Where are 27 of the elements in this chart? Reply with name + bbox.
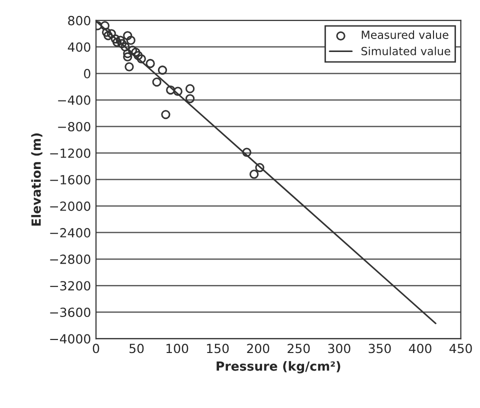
x-tick-label: 450 — [449, 344, 472, 354]
x-tick-label: 50 — [130, 344, 144, 354]
x-tick-label: 0 — [92, 344, 100, 354]
y-tick-label: −1200 — [50, 148, 90, 158]
x-tick-label: 150 — [207, 344, 229, 354]
x-tick-label: 400 — [408, 344, 432, 354]
x-tick-label: 250 — [288, 344, 310, 354]
x-tick-label: 300 — [328, 344, 350, 354]
y-tick-label: −2800 — [50, 254, 90, 264]
y-tick-label: 400 — [68, 42, 90, 52]
y-tick-label: 0 — [84, 68, 90, 78]
y-tick-label: −800 — [58, 122, 90, 132]
y-tick-label: −1600 — [50, 174, 90, 184]
x-tick-label: 350 — [368, 344, 391, 354]
x-tick-label: 200 — [247, 344, 270, 354]
y-tick-label: −3200 — [50, 281, 90, 291]
y-tick-label: −4000 — [50, 334, 90, 344]
legend-label: Measured value — [362, 30, 448, 39]
y-axis-title: Elevation (m) — [31, 133, 42, 226]
x-axis-title: Pressure (kg/cm²) — [216, 361, 340, 374]
y-tick-label: −400 — [58, 95, 90, 105]
y-tick-label: 800 — [68, 16, 90, 26]
y-tick-label: −3600 — [50, 308, 90, 318]
x-tick-label: 100 — [166, 344, 188, 354]
y-tick-label: −2400 — [50, 228, 90, 238]
legend-label: Simulated value — [362, 46, 450, 56]
y-tick-label: −2000 — [50, 202, 90, 211]
